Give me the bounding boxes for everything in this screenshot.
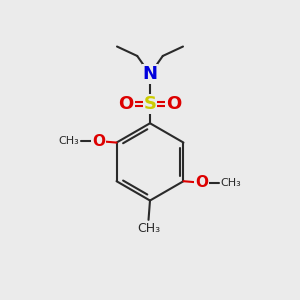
Text: CH₃: CH₃ — [58, 136, 80, 146]
Text: CH₃: CH₃ — [220, 178, 242, 188]
Text: O: O — [118, 95, 134, 113]
Text: O: O — [92, 134, 105, 148]
Text: S: S — [143, 95, 157, 113]
Text: O: O — [195, 175, 208, 190]
Text: N: N — [142, 65, 158, 83]
Text: O: O — [166, 95, 182, 113]
Text: CH₃: CH₃ — [137, 222, 160, 235]
